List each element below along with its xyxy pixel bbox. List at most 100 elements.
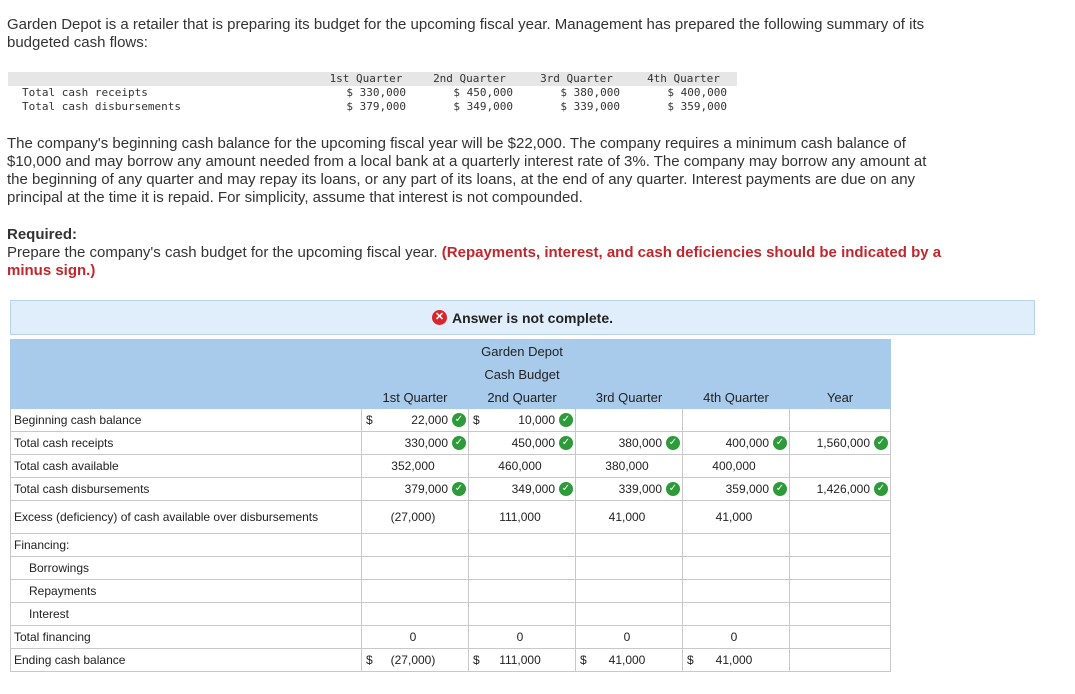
- summary-header-q1: 1st Quarter: [316, 72, 416, 86]
- row-total-cash-disbursements: Total cash disbursements 379,000 ✓ 349,00…: [10, 477, 891, 501]
- summary-header-q2: 2nd Quarter: [416, 72, 523, 86]
- row-interest: Interest: [10, 602, 891, 626]
- company-name: Garden Depot: [361, 339, 683, 363]
- header-blank: [789, 362, 891, 386]
- row-label: Total cash available: [10, 454, 362, 478]
- row-label: Interest: [10, 602, 362, 626]
- input-receipts-q2[interactable]: 450,000: [511, 436, 555, 450]
- input-repayments-q3[interactable]: [575, 579, 683, 603]
- row-label: Total cash disbursements: [10, 477, 362, 501]
- value-excess-q2: 111,000: [499, 510, 541, 524]
- check-circle-icon: ✓: [452, 413, 466, 427]
- summary-row-receipts: Total cash receipts $ 330,000 $ 450,000 …: [8, 86, 737, 100]
- dollar-sign: $: [366, 653, 373, 667]
- input-interest-q4[interactable]: [682, 602, 790, 626]
- row-borrowings: Borrowings: [10, 556, 891, 580]
- row-excess-deficiency: Excess (deficiency) of cash available ov…: [10, 500, 891, 534]
- required-heading: Required:: [7, 226, 78, 243]
- input-disbursements-q4[interactable]: 359,000: [725, 482, 769, 496]
- value-available-q2: 460,000: [498, 459, 542, 473]
- input-repayments-q4[interactable]: [682, 579, 790, 603]
- row-label: Total financing: [10, 625, 362, 649]
- input-receipts-q4[interactable]: 400,000: [725, 436, 769, 450]
- header-blank: [682, 362, 790, 386]
- dollar-sign: $: [473, 413, 480, 427]
- input-borrowings-year[interactable]: [789, 556, 891, 580]
- input-beginning-q1[interactable]: 22,000: [411, 413, 448, 427]
- column-header-q2: 2nd Quarter: [468, 385, 576, 409]
- input-disbursements-year[interactable]: 1,426,000: [816, 482, 870, 496]
- column-header-q1: 1st Quarter: [361, 385, 469, 409]
- input-borrowings-q1[interactable]: [361, 556, 469, 580]
- input-receipts-q3[interactable]: 380,000: [618, 436, 662, 450]
- check-circle-icon: ✓: [874, 436, 888, 450]
- header-blank: [10, 362, 362, 386]
- dollar-sign: $: [687, 653, 694, 667]
- value-excess-q1: (27,000): [390, 510, 436, 524]
- input-disbursements-q2[interactable]: 349,000: [511, 482, 555, 496]
- check-circle-icon: ✓: [773, 436, 787, 450]
- summary-table: 1st Quarter 2nd Quarter 3rd Quarter 4th …: [8, 72, 737, 114]
- check-circle-icon: ✓: [874, 482, 888, 496]
- input-repayments-year[interactable]: [789, 579, 891, 603]
- input-interest-q2[interactable]: [468, 602, 576, 626]
- summary-value: $ 349,000: [453, 100, 513, 113]
- value-financing-q2: 0: [516, 630, 524, 644]
- value-excess-q3: 41,000: [608, 510, 646, 524]
- column-header-year: Year: [789, 385, 891, 409]
- row-label: Total cash receipts: [10, 431, 362, 455]
- input-receipts-q1[interactable]: 330,000: [404, 436, 448, 450]
- empty-cell: [361, 533, 469, 557]
- header-blank: [10, 385, 362, 409]
- input-receipts-year[interactable]: 1,560,000: [816, 436, 870, 450]
- answer-status-banner: ✕ Answer is not complete.: [10, 300, 1035, 335]
- summary-header-q3: 3rd Quarter: [523, 72, 630, 86]
- value-ending-q3: 41,000: [608, 653, 646, 667]
- header-blank: [10, 339, 362, 363]
- row-label: Excess (deficiency) of cash available ov…: [10, 500, 362, 534]
- summary-header-q4: 4th Quarter: [630, 72, 737, 86]
- input-repayments-q1[interactable]: [361, 579, 469, 603]
- input-beginning-q2[interactable]: 10,000: [518, 413, 555, 427]
- required-text: Prepare the company's cash budget for th…: [7, 244, 442, 261]
- summary-value: $ 400,000: [667, 86, 727, 99]
- answer-status-text: Answer is not complete.: [451, 309, 614, 326]
- row-ending-cash: Ending cash balance $ (27,000) $111,000 $…: [10, 648, 891, 672]
- input-interest-year[interactable]: [789, 602, 891, 626]
- input-repayments-q2[interactable]: [468, 579, 576, 603]
- value-available-q1: 352,000: [391, 459, 435, 473]
- value-available-q4: 400,000: [712, 459, 756, 473]
- row-label: Borrowings: [10, 556, 362, 580]
- summary-value: $ 380,000: [560, 86, 620, 99]
- row-total-financing: Total financing 0 0 0 0: [10, 625, 891, 649]
- check-circle-icon: ✓: [559, 413, 573, 427]
- value-financing-q3: 0: [623, 630, 631, 644]
- input-borrowings-q3[interactable]: [575, 556, 683, 580]
- input-disbursements-q3[interactable]: 339,000: [618, 482, 662, 496]
- empty-cell: [575, 533, 683, 557]
- summary-label: Total cash disbursements: [22, 100, 181, 113]
- summary-row-disbursements: Total cash disbursements $ 379,000 $ 349…: [8, 100, 737, 114]
- value-available-q3: 380,000: [605, 459, 649, 473]
- summary-header-blank: [8, 72, 316, 86]
- check-circle-icon: ✓: [773, 482, 787, 496]
- intro-text: Garden Depot is a retailer that is prepa…: [7, 16, 925, 51]
- input-interest-q3[interactable]: [575, 602, 683, 626]
- header-blank: [789, 339, 891, 363]
- summary-value: $ 379,000: [346, 100, 406, 113]
- input-interest-q1[interactable]: [361, 602, 469, 626]
- empty-cell: [789, 648, 891, 672]
- input-borrowings-q2[interactable]: [468, 556, 576, 580]
- input-disbursements-q1[interactable]: 379,000: [404, 482, 448, 496]
- cash-budget-table: Garden Depot Cash Budget 1st Quarter 2nd…: [10, 339, 891, 672]
- empty-cell: [682, 533, 790, 557]
- row-label: Repayments: [10, 579, 362, 603]
- column-header-q4: 4th Quarter: [682, 385, 790, 409]
- row-financing-heading: Financing:: [10, 533, 891, 557]
- row-total-cash-receipts: Total cash receipts 330,000 ✓ 450,000 ✓ 38…: [10, 431, 891, 455]
- check-circle-icon: ✓: [666, 436, 680, 450]
- input-borrowings-q4[interactable]: [682, 556, 790, 580]
- row-repayments: Repayments: [10, 579, 891, 603]
- column-header-q3: 3rd Quarter: [575, 385, 683, 409]
- header-blank: [682, 339, 790, 363]
